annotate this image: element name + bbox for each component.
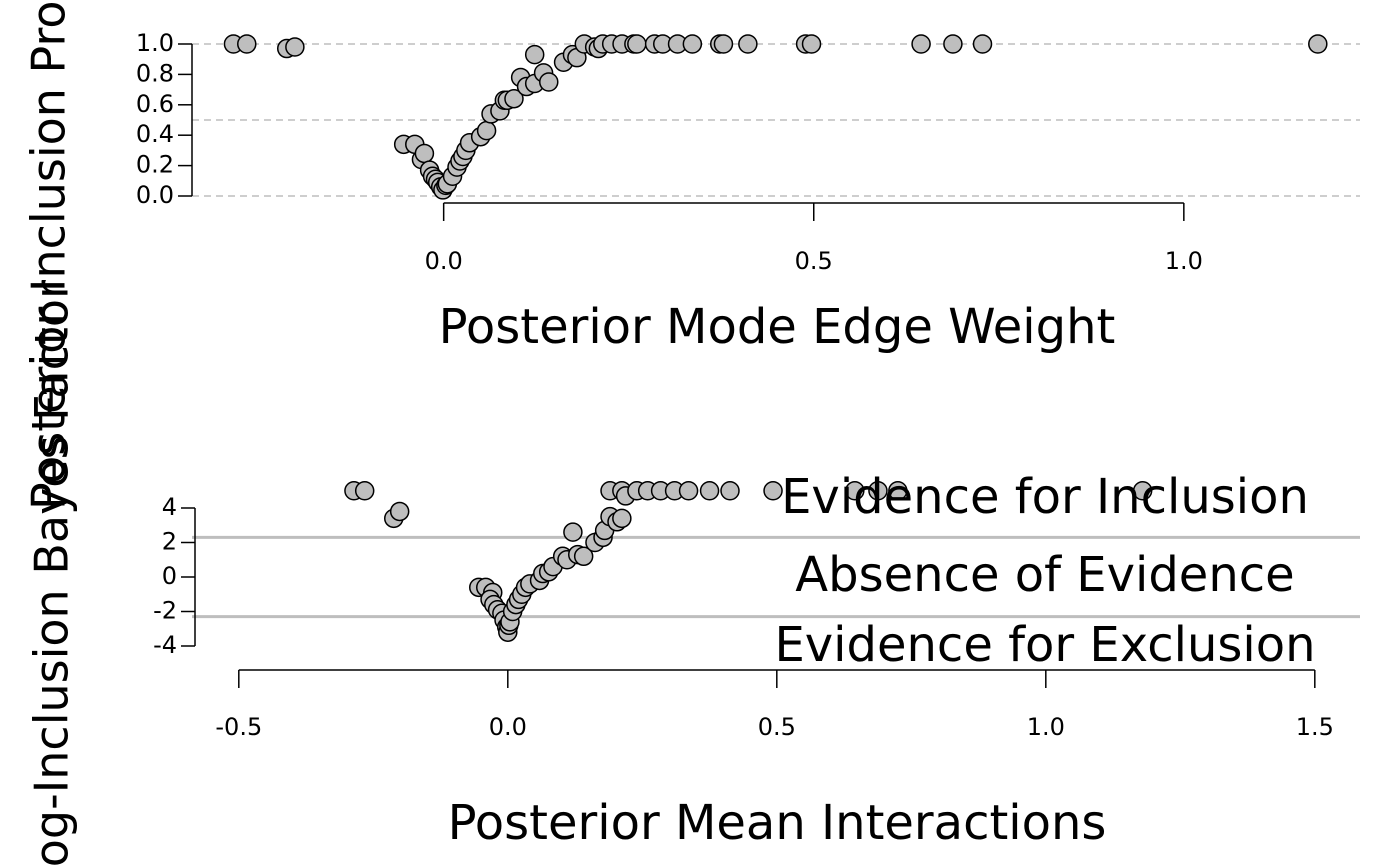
x-tick-label: 0.5: [795, 247, 833, 275]
point: [888, 481, 908, 501]
point: [573, 546, 594, 567]
x-axis-title: Posterior Mean Interactions: [448, 795, 1107, 851]
point: [845, 481, 865, 501]
x-tick-label: 1.5: [1296, 713, 1334, 741]
point: [524, 44, 545, 65]
point: [1308, 34, 1328, 54]
y-axis-title: Posterior Inclusion Probability: [22, 0, 76, 510]
y-tick-label: -4: [153, 631, 177, 659]
y-tick-label: 0.2: [136, 151, 174, 179]
point: [539, 72, 559, 92]
x-tick-label: 0.0: [425, 247, 463, 275]
x-tick-label: 0.0: [489, 713, 527, 741]
y-tick-label: 0: [162, 562, 177, 590]
point: [285, 37, 305, 57]
point: [972, 34, 993, 54]
y-tick-label: 0.0: [136, 181, 174, 209]
y-tick-label: 0.4: [136, 120, 174, 148]
y-tick-label: -2: [153, 597, 177, 625]
y-tick-label: 0.6: [136, 90, 174, 118]
point: [627, 34, 647, 54]
y-axis-title: Log-Inclusion Bayes Factor: [25, 280, 79, 866]
point: [763, 481, 783, 501]
annotation: Evidence for Exclusion: [774, 617, 1315, 673]
point: [699, 481, 720, 501]
point: [720, 481, 740, 501]
point: [801, 34, 822, 54]
point: [476, 120, 497, 141]
point: [868, 481, 888, 501]
x-tick-label: 0.5: [758, 713, 796, 741]
point: [682, 34, 703, 54]
point: [389, 501, 410, 522]
point: [1132, 481, 1153, 501]
y-tick-label: 4: [162, 493, 177, 521]
y-tick-label: 2: [162, 528, 177, 556]
annotation: Evidence for Inclusion: [781, 469, 1309, 525]
point: [612, 508, 632, 529]
point: [713, 34, 734, 54]
point: [563, 522, 583, 542]
point: [504, 88, 524, 109]
y-tick-label: 0.8: [136, 59, 174, 87]
annotation: Absence of Evidence: [795, 547, 1294, 603]
x-axis-title: Posterior Mode Edge Weight: [439, 299, 1116, 355]
point: [414, 143, 435, 164]
point: [237, 34, 257, 54]
point: [943, 34, 963, 54]
x-tick-label: 1.0: [1027, 713, 1065, 741]
y-tick-label: 1.0: [136, 29, 174, 57]
point: [678, 481, 699, 501]
point: [738, 34, 758, 54]
point: [354, 481, 375, 501]
point: [911, 34, 931, 54]
x-tick-label: 1.0: [1165, 247, 1203, 275]
x-tick-label: -0.5: [215, 713, 262, 741]
